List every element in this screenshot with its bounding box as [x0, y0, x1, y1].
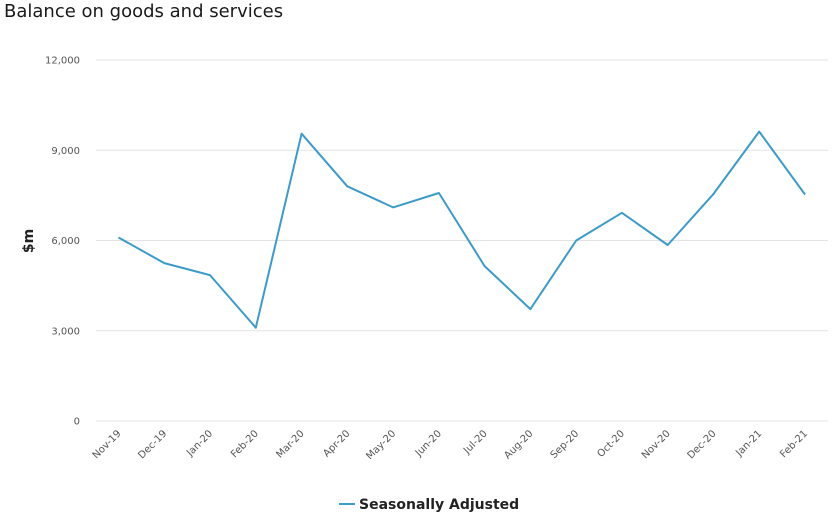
data-point[interactable] [479, 260, 491, 272]
data-point[interactable] [250, 322, 262, 334]
x-tick-label: Dec-19 [136, 428, 169, 461]
x-tick-label: Feb-20 [229, 428, 261, 460]
data-point[interactable] [433, 187, 445, 199]
y-axis-label: $m [21, 229, 37, 253]
x-tick-label: May-20 [364, 428, 398, 462]
data-point[interactable] [158, 257, 170, 269]
y-tick-label: 0 [74, 417, 80, 428]
chart-title: Balance on goods and services [4, 1, 284, 22]
x-tick-label: Oct-20 [596, 428, 628, 460]
x-tick-label: Jun-20 [413, 428, 444, 459]
y-tick-label: 12,000 [45, 56, 80, 67]
x-tick-label: Jan-20 [184, 428, 215, 459]
y-tick-label: 6,000 [51, 236, 80, 247]
y-tick-label: 3,000 [51, 326, 80, 337]
series-group [113, 126, 811, 334]
data-point[interactable] [204, 269, 216, 281]
x-tick-label: Feb-21 [778, 428, 810, 460]
data-point[interactable] [387, 201, 399, 213]
x-tick-label: Jan-21 [733, 428, 764, 459]
data-point[interactable] [799, 188, 811, 200]
x-tick-label: Mar-20 [274, 428, 306, 460]
data-point[interactable] [524, 303, 536, 315]
data-point[interactable] [707, 188, 719, 200]
legend-label-seasonally-adjusted: Seasonally Adjusted [359, 497, 519, 513]
data-point[interactable] [616, 207, 628, 219]
x-tick-label: Aug-20 [502, 428, 535, 461]
x-tick-label: Apr-20 [321, 428, 352, 459]
x-tick-label: Jul-20 [461, 428, 490, 457]
data-point[interactable] [753, 126, 765, 138]
data-point[interactable] [570, 235, 582, 247]
y-tick-label: 9,000 [51, 146, 80, 157]
series-line-seasonally-adjusted[interactable] [118, 130, 806, 329]
x-tick-label: Nov-20 [640, 428, 673, 461]
y-axis-ticks: 0 3,000 6,000 9,000 12,000 [45, 56, 80, 428]
x-tick-label: Dec-20 [686, 428, 719, 461]
data-point[interactable] [662, 239, 674, 251]
legend[interactable]: Seasonally Adjusted [339, 497, 519, 513]
x-tick-label: Nov-19 [91, 428, 124, 461]
data-point[interactable] [341, 180, 353, 192]
gridlines [96, 59, 828, 422]
data-point[interactable] [113, 231, 125, 243]
x-tick-label: Sep-20 [549, 428, 582, 461]
data-point[interactable] [296, 128, 308, 140]
x-axis-ticks: Nov-19 Dec-19 Jan-20 Feb-20 Mar-20 Apr-20 May-… [91, 428, 810, 462]
